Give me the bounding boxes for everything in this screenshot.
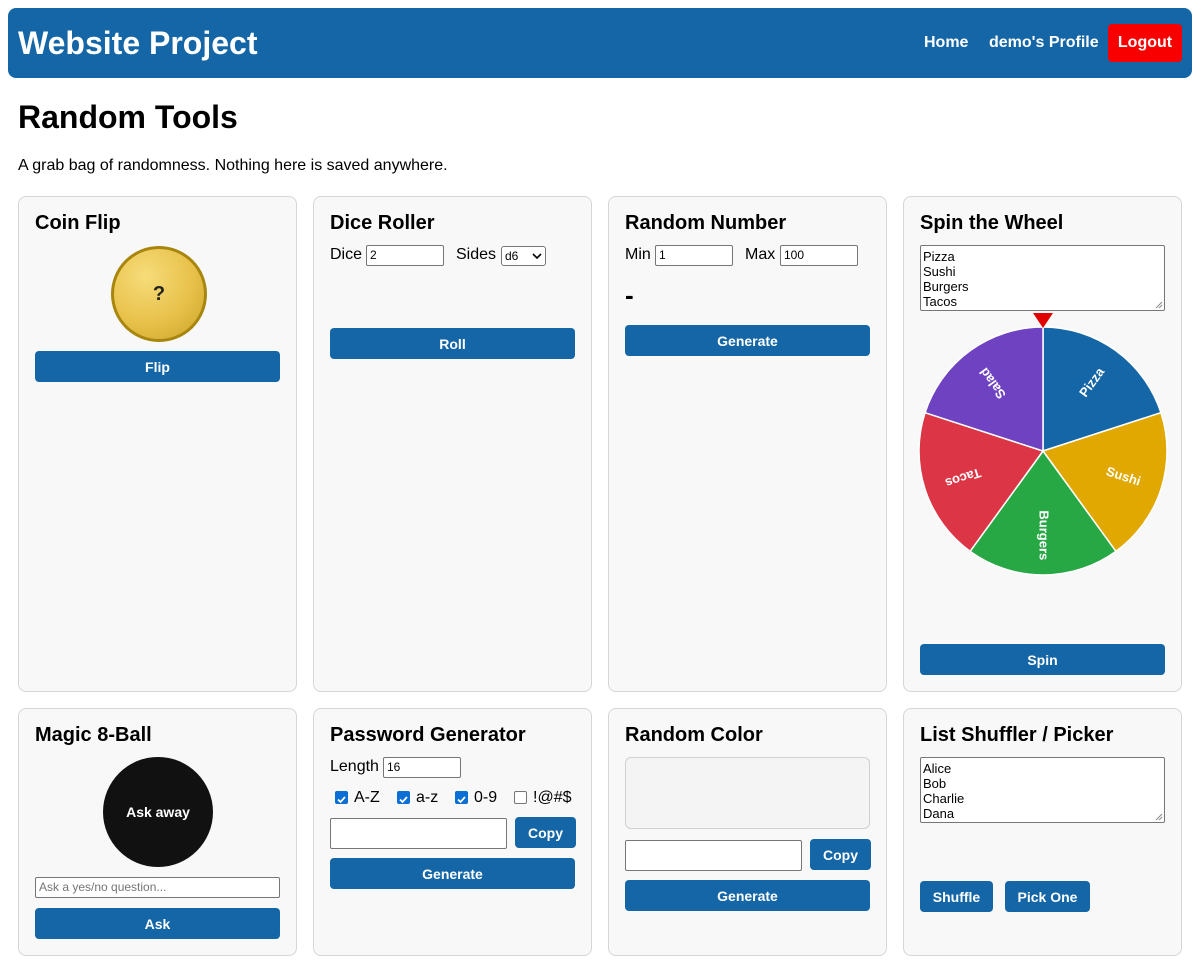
uppercase-checkbox[interactable]	[335, 791, 348, 804]
min-input[interactable]: 1	[655, 245, 733, 266]
wheel-segment	[1041, 411, 1168, 553]
list-entry: Alice	[923, 761, 952, 776]
generate-color-button[interactable]: Generate	[625, 880, 870, 911]
card-title: Spin the Wheel	[920, 212, 1064, 234]
digits-label: 0-9	[474, 789, 498, 806]
generate-number-button[interactable]: Generate	[625, 325, 870, 356]
password-output[interactable]	[330, 818, 507, 849]
wheel-segment	[924, 326, 1044, 453]
flip-button[interactable]: Flip	[35, 351, 280, 382]
resize-grip-icon[interactable]	[1155, 813, 1163, 821]
top-navbar: Website Project Home demo's Profile Logo…	[8, 8, 1192, 78]
sides-selected-value: d6	[505, 249, 519, 263]
sides-select[interactable]: d6	[501, 246, 546, 266]
list-entry: Dana	[923, 806, 955, 821]
length-input[interactable]: 16	[383, 757, 461, 778]
wheel-entry: Pizza	[923, 249, 955, 264]
nav-link-home[interactable]: Home	[924, 34, 969, 51]
lowercase-label: a-z	[416, 789, 439, 806]
card-title: Magic 8-Ball	[35, 724, 152, 746]
random-color-card: Random Color Copy Generate	[608, 708, 887, 956]
card-title: Dice Roller	[330, 212, 435, 234]
page-title: Random Tools	[18, 99, 238, 135]
card-title: Random Number	[625, 212, 787, 234]
random-number-card: Random Number Min 1 Max 100 - Generate	[608, 196, 887, 692]
max-input[interactable]: 100	[780, 245, 858, 266]
lowercase-checkbox[interactable]	[397, 791, 410, 804]
card-title: Coin Flip	[35, 212, 121, 234]
check-icon	[457, 796, 466, 804]
magic-8-ball-card: Magic 8-Ball Ask away Ask a yes/no quest…	[18, 708, 297, 956]
ask-button[interactable]: Ask	[35, 908, 280, 939]
generate-password-button[interactable]: Generate	[330, 858, 575, 889]
check-icon	[399, 796, 408, 804]
length-label: Length	[330, 758, 379, 775]
wheel-entry: Burgers	[923, 279, 969, 294]
spin-wheel-card: Spin the Wheel Pizza Sushi Burgers Tacos…	[903, 196, 1182, 692]
copy-color-button[interactable]: Copy	[810, 839, 871, 870]
wheel-entry: Tacos	[923, 294, 957, 309]
card-title: List Shuffler / Picker	[920, 724, 1114, 746]
page-intro: A grab bag of randomness. Nothing here i…	[18, 157, 448, 174]
wheel-segment	[1042, 326, 1162, 453]
dice-count-input[interactable]: 2	[366, 245, 444, 266]
eight-ball: Ask away	[103, 757, 213, 867]
card-title: Random Color	[625, 724, 763, 746]
chevron-down-icon	[532, 253, 542, 260]
wheel-segment	[918, 411, 1045, 553]
max-label: Max	[745, 246, 776, 263]
password-generator-card: Password Generator Length 16 A-Z a-z 0-9…	[313, 708, 592, 956]
card-title: Password Generator	[330, 724, 526, 746]
brand-title[interactable]: Website Project	[18, 25, 258, 61]
sides-label: Sides	[456, 246, 497, 263]
wheel-segment	[969, 449, 1117, 576]
uppercase-label: A-Z	[354, 789, 380, 806]
dice-label: Dice	[330, 246, 363, 263]
check-icon	[337, 796, 346, 804]
dice-roller-card: Dice Roller Dice 2 Sides d6 Roll	[313, 196, 592, 692]
min-label: Min	[625, 246, 651, 263]
coin: ?	[111, 246, 207, 342]
resize-grip-icon[interactable]	[1155, 301, 1163, 309]
wheel-entries-textarea[interactable]: Pizza Sushi Burgers Tacos	[920, 245, 1165, 311]
wheel-entry: Sushi	[923, 264, 956, 279]
random-number-result: -	[625, 280, 634, 310]
spin-button[interactable]: Spin	[920, 644, 1165, 675]
wheel-segment-label: Burgers	[1037, 510, 1052, 560]
roll-button[interactable]: Roll	[330, 328, 575, 359]
list-entries-textarea[interactable]: Alice Bob Charlie Dana	[920, 757, 1165, 823]
wheel-pointer-icon	[1033, 313, 1053, 328]
logout-button[interactable]: Logout	[1108, 24, 1182, 62]
list-shuffler-card: List Shuffler / Picker Alice Bob Charlie…	[903, 708, 1182, 956]
question-input[interactable]: Ask a yes/no question...	[35, 877, 280, 898]
list-entry: Charlie	[923, 791, 965, 806]
symbols-checkbox[interactable]	[514, 791, 527, 804]
copy-password-button[interactable]: Copy	[515, 817, 576, 848]
nav-link-profile[interactable]: demo's Profile	[989, 34, 1099, 51]
pick-one-button[interactable]: Pick One	[1005, 881, 1090, 912]
symbols-label: !@#$	[533, 789, 572, 806]
digits-checkbox[interactable]	[455, 791, 468, 804]
coin-flip-card: Coin Flip ? Flip	[18, 196, 297, 692]
color-swatch	[625, 757, 870, 829]
color-code-output[interactable]	[625, 840, 802, 871]
list-entry: Bob	[923, 776, 947, 791]
shuffle-button[interactable]: Shuffle	[920, 881, 993, 912]
